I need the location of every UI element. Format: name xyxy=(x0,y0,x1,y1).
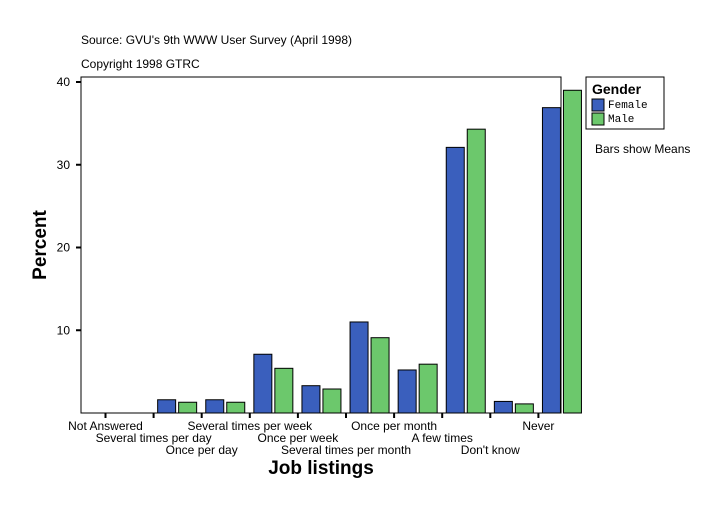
bar-female xyxy=(445,146,465,414)
bar-female xyxy=(493,400,513,414)
bar-male xyxy=(562,89,582,414)
bar-female xyxy=(301,385,321,414)
y-tick-label: 10 xyxy=(57,323,71,337)
x-tick-label: A few times xyxy=(412,431,473,445)
bar-female xyxy=(205,399,225,414)
x-tick-label: Once per day xyxy=(166,443,238,457)
note-text: Bars show Means xyxy=(595,142,690,156)
bar-male xyxy=(178,401,198,414)
bar-female xyxy=(253,353,273,414)
y-tick-label: 20 xyxy=(57,241,71,255)
x-axis-label: Job listings xyxy=(268,458,374,479)
bar-female xyxy=(349,321,369,414)
x-tick-label: Never xyxy=(522,419,554,433)
source-text: Source: GVU's 9th WWW User Survey (April… xyxy=(81,33,352,47)
x-tick-label: Once per week xyxy=(258,431,340,445)
y-axis-label: Percent xyxy=(30,209,51,279)
legend-swatch-male xyxy=(591,112,605,126)
bar-male xyxy=(274,367,294,414)
x-tick-label: Several times per day xyxy=(96,431,212,445)
copyright-text: Copyright 1998 GTRC xyxy=(81,57,200,71)
x-tick-label: Several times per week xyxy=(187,419,313,433)
bar-male xyxy=(226,401,246,414)
legend-label-male: Male xyxy=(608,114,634,126)
bar-male xyxy=(418,363,438,414)
bar-male xyxy=(370,337,390,414)
plot-frame xyxy=(80,76,562,414)
bar-female xyxy=(397,369,417,414)
y-tick-label: 40 xyxy=(57,75,71,89)
x-tick-label: Don't know xyxy=(461,443,520,457)
bar-male xyxy=(322,388,342,414)
x-tick-label: Several times per month xyxy=(281,443,411,457)
bar-male xyxy=(514,403,534,414)
x-tick-label: Once per month xyxy=(351,419,437,433)
x-tick-label: Not Answered xyxy=(68,419,143,433)
legend-swatch-female xyxy=(591,98,605,112)
legend-title: Gender xyxy=(592,81,642,97)
legend: Gender Female Male xyxy=(585,76,665,130)
bar-female xyxy=(157,399,177,414)
bar-male xyxy=(466,128,486,414)
bar-female xyxy=(541,107,561,414)
legend-label-female: Female xyxy=(608,100,648,112)
y-tick-label: 30 xyxy=(57,158,71,172)
